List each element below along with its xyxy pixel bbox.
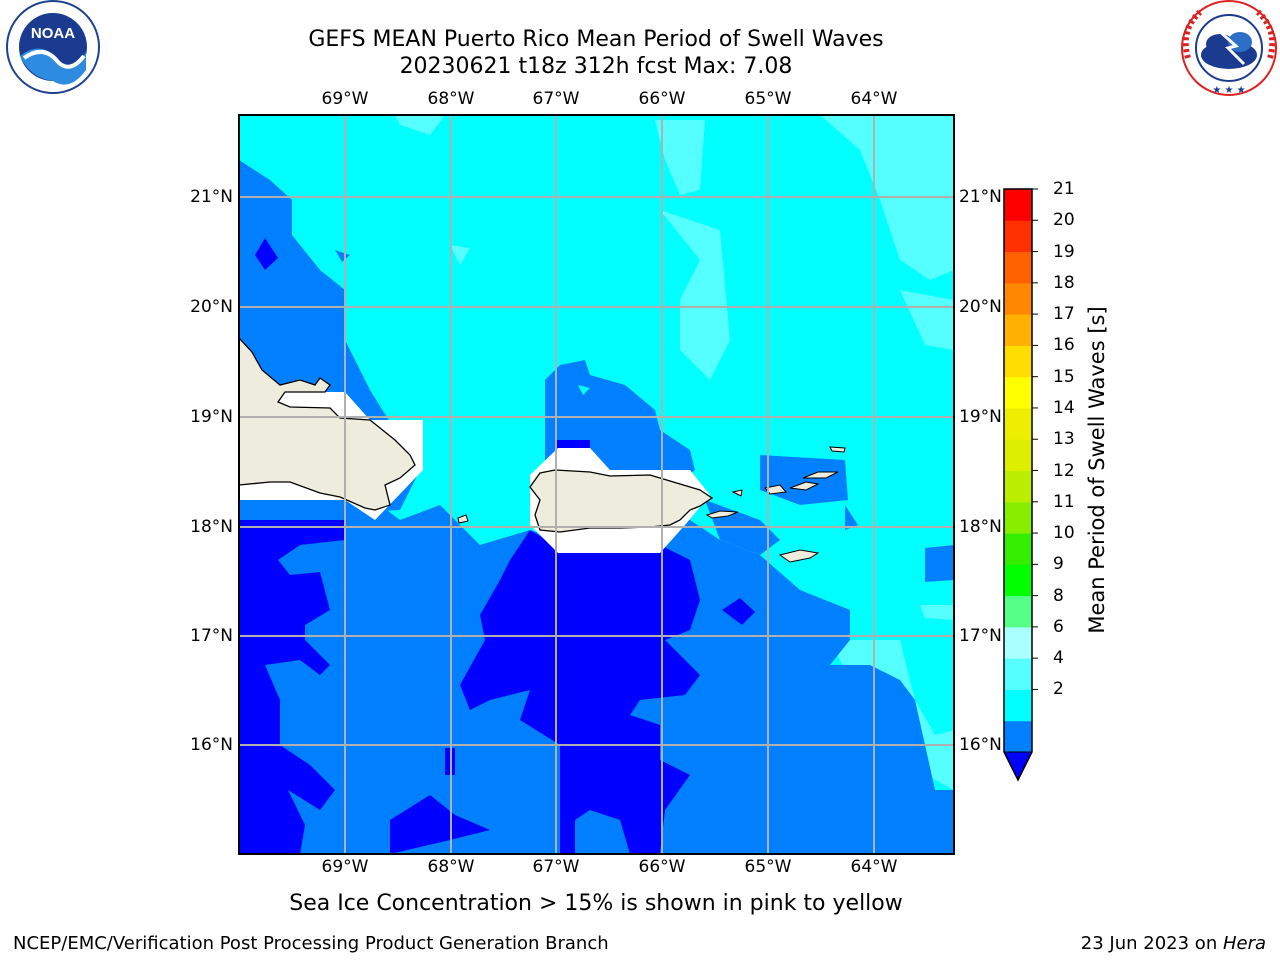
band-6-8-patch [660, 210, 730, 380]
lon-tick-label: 65°W [744, 857, 792, 877]
lon-tick-label: 64°W [850, 857, 898, 877]
colorbar-tick-label: 10 [1053, 523, 1075, 544]
lon-tick-label: 64°W [850, 89, 898, 109]
lat-tick-label: 19°N [959, 407, 1002, 427]
lat-tick-label: 21°N [959, 187, 1002, 207]
colorbar-tick-label: 2 [1053, 679, 1064, 700]
colorbar-tick-label: 6 [1053, 616, 1064, 637]
below-2-region [390, 795, 490, 854]
footer-machine: Hera [1222, 933, 1266, 954]
colorbar-swatch [1004, 314, 1032, 346]
hispaniola-landmass [239, 337, 416, 511]
colorbar-tick-label: 12 [1053, 460, 1075, 481]
lat-tick-label: 18°N [190, 517, 233, 537]
colorbar-under-arrow [1003, 751, 1033, 782]
colorbar-tick-label: 13 [1053, 429, 1075, 450]
colorbar-swatch [1004, 689, 1032, 722]
map-frame [238, 114, 955, 855]
colorbar-tick-label: 18 [1053, 272, 1075, 293]
colorbar-tick-label: 15 [1053, 366, 1075, 387]
map-gridlines [239, 115, 954, 854]
colorbar-tick-label: 4 [1053, 648, 1064, 669]
colorbar [1003, 188, 1038, 782]
lat-tick-label: 17°N [959, 626, 1002, 646]
lon-tick-label: 67°W [532, 89, 580, 109]
band-6-8-patch [395, 115, 445, 135]
st-croix-island [778, 549, 820, 563]
colorbar-swatch [1004, 439, 1032, 471]
colorbar-swatch [1004, 595, 1032, 628]
lon-tick-label: 67°W [532, 857, 580, 877]
lat-tick-label: 19°N [190, 407, 233, 427]
sea-ice-note: Sea Ice Concentration > 15% is shown in … [289, 891, 903, 916]
band-6-8-patch [900, 290, 954, 350]
colorbar-swatch [1004, 189, 1032, 221]
lon-tick-label: 68°W [427, 857, 475, 877]
lat-tick-label: 16°N [959, 735, 1002, 755]
footer-date: 23 Jun 2023 on Hera [1081, 933, 1266, 954]
colorbar-swatch [1004, 251, 1032, 284]
below-2-region [239, 520, 345, 745]
lat-tick-label: 18°N [959, 517, 1002, 537]
mona-island [457, 514, 469, 524]
virgin-gorda-island [802, 471, 839, 479]
lat-tick-label: 17°N [190, 626, 233, 646]
colorbar-swatch [1004, 470, 1032, 503]
band-6-8-patch [450, 245, 470, 265]
footer-credit: NCEP/EMC/Verification Post Processing Pr… [13, 933, 609, 954]
lon-tick-label: 69°W [321, 857, 369, 877]
band-6-8-patch [655, 120, 705, 195]
colorbar-tick-label: 11 [1053, 491, 1075, 512]
colorbar-swatch [1004, 626, 1032, 659]
colorbar-tick-label: 8 [1053, 585, 1064, 606]
band-6-8-patch [920, 605, 954, 620]
puerto-rico-landmass [529, 469, 714, 533]
lat-tick-label: 21°N [190, 187, 233, 207]
colorbar-frame [1003, 188, 1033, 782]
svg-text:★ ★ ★: ★ ★ ★ [1212, 85, 1245, 96]
colorbar-swatch [1004, 407, 1032, 440]
lon-tick-label: 65°W [744, 89, 792, 109]
colorbar-swatch [1004, 720, 1032, 753]
below-2-region [460, 530, 700, 854]
lon-tick-label: 66°W [638, 89, 686, 109]
lat-tick-label: 20°N [190, 297, 233, 317]
colorbar-tick-label: 17 [1053, 304, 1075, 325]
colorbar-swatch [1004, 282, 1032, 315]
noaa-logo: NOAA [6, 0, 100, 94]
lon-tick-label: 68°W [427, 89, 475, 109]
colorbar-swatch [1004, 533, 1032, 565]
swell-period-field [239, 115, 954, 854]
colorbar-label: Mean Period of Swell Waves [s] [1085, 306, 1109, 634]
colorbar-swatch [1004, 376, 1032, 409]
colorbar-swatch [1004, 220, 1032, 253]
chart-title: GEFS MEAN Puerto Rico Mean Period of Swe… [308, 27, 884, 52]
nws-logo: ★ ★ ★ [1181, 0, 1277, 96]
colorbar-tick-label: 16 [1053, 335, 1075, 356]
colorbar-tick-label: 19 [1053, 241, 1075, 262]
lon-tick-label: 66°W [638, 857, 686, 877]
lat-tick-label: 16°N [190, 735, 233, 755]
anegada-island [829, 446, 846, 453]
colorbar-swatch [1004, 564, 1032, 597]
svg-text:NOAA: NOAA [31, 25, 75, 42]
colorbar-swatch [1004, 501, 1032, 534]
lat-tick-label: 20°N [959, 297, 1002, 317]
colorbar-tick-label: 14 [1053, 397, 1075, 418]
below-2-region [239, 745, 335, 854]
colorbar-swatch [1004, 345, 1032, 378]
colorbar-tick-label: 20 [1053, 210, 1075, 231]
vieques-island [705, 510, 739, 519]
below-2-region [255, 238, 278, 270]
colorbar-swatch [1004, 658, 1032, 690]
chart-subtitle: 20230621 t18z 312h fcst Max: 7.08 [399, 54, 793, 79]
colorbar-tick-label: 21 [1053, 179, 1075, 199]
lon-tick-label: 69°W [321, 89, 369, 109]
colorbar-tick-label: 9 [1053, 554, 1064, 575]
footer-date-text: 23 Jun 2023 on [1080, 933, 1223, 954]
